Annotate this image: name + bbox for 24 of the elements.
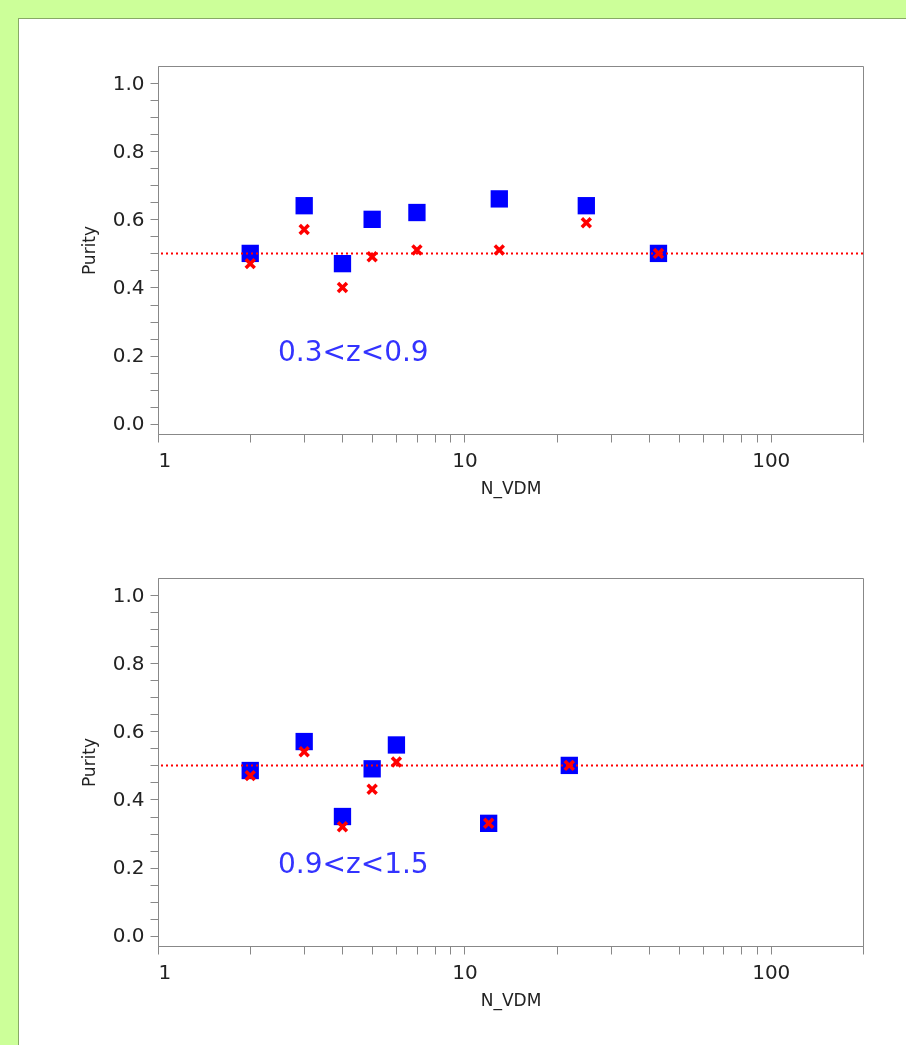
y-tick-label: 0.6 [112, 718, 145, 743]
x-tick-label: 100 [752, 959, 791, 984]
y-tick-label: 0.8 [112, 138, 145, 163]
y-axis-title: Purity [78, 737, 99, 788]
y-tick-label: 0.6 [112, 206, 145, 231]
y-axis-title: Purity [78, 225, 99, 276]
y-tick-label: 0.4 [112, 274, 145, 299]
y-tick-label: 0.2 [112, 855, 145, 880]
y-tick-label: 0.2 [112, 343, 145, 368]
y-tick-label: 1.0 [112, 70, 145, 95]
y-tick-label: 0.4 [112, 786, 145, 811]
x-tick-label: 1 [158, 447, 172, 472]
y-tick-label: 0.8 [112, 650, 145, 675]
annotation: 0.3<z<0.9 [278, 335, 429, 369]
y-tick-label: 1.0 [112, 582, 145, 607]
x-tick-label: 10 [452, 959, 478, 984]
y-tick-label: 0.0 [112, 411, 145, 436]
x-axis-title: N_VDM [480, 477, 542, 499]
x-tick-label: 1 [158, 959, 172, 984]
annotation: 0.9<z<1.5 [278, 847, 429, 881]
x-tick-label: 100 [752, 447, 791, 472]
x-axis-title: N_VDM [480, 989, 542, 1011]
x-tick-label: 10 [452, 447, 478, 472]
y-tick-label: 0.0 [112, 923, 145, 948]
